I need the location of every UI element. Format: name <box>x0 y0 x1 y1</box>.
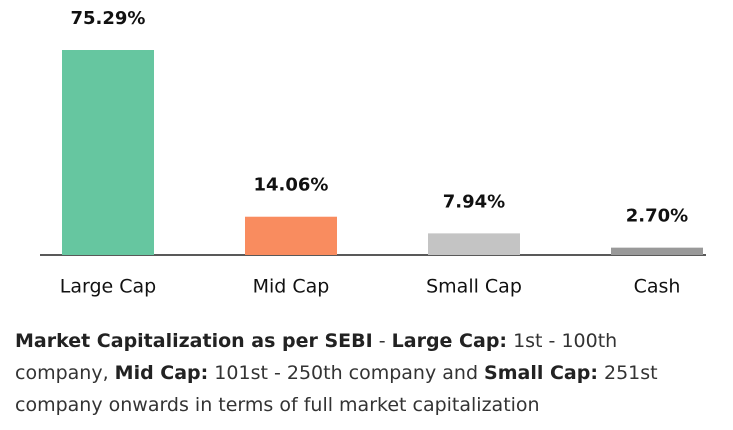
chart: 75.29% Large Cap 14.06% Mid Cap 7.94% Small C… <box>40 8 706 298</box>
footnote-part: 1st - 100th company, <box>15 330 618 384</box>
footnote-part: Small Cap: <box>484 362 598 384</box>
category-label: Large Cap <box>60 276 156 298</box>
bar <box>62 50 154 255</box>
category-label: Cash <box>634 276 681 298</box>
bar <box>428 233 520 255</box>
value-label: 75.29% <box>71 8 146 29</box>
value-label: 7.94% <box>443 191 505 212</box>
value-label: 14.06% <box>254 175 329 196</box>
category-label: Mid Cap <box>253 276 330 298</box>
category-label: Small Cap <box>426 276 522 298</box>
footnote: Market Capitalization as per SEBI - Larg… <box>15 325 715 421</box>
footnote-part: Large Cap: <box>391 330 508 352</box>
bar <box>611 247 703 255</box>
value-label: 2.70% <box>626 206 688 227</box>
bar <box>245 216 337 255</box>
footnote-part: - <box>372 330 392 352</box>
footnote-part: 251st company onwards in terms of full m… <box>15 362 658 416</box>
footnote-part: Mid Cap: <box>114 362 209 384</box>
footnote-part: Market Capitalization as per SEBI <box>15 330 373 352</box>
footnote-part: 101st - 250th company and <box>208 362 485 384</box>
